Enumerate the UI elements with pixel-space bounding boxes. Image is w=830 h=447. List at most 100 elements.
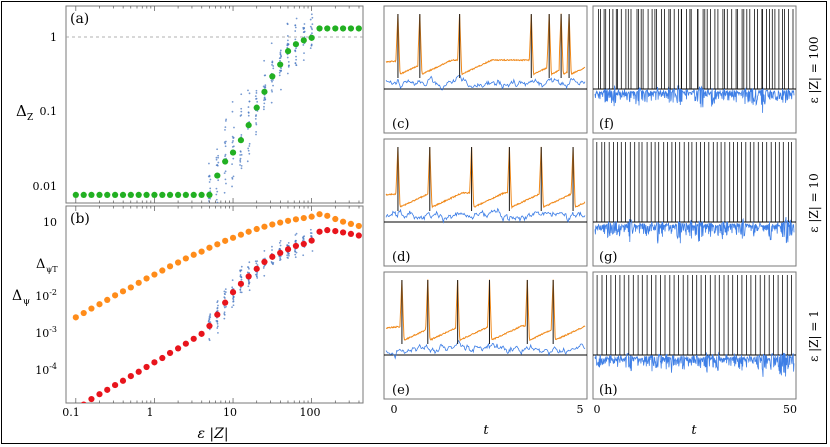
data-point <box>355 232 362 239</box>
scatter-sample-point <box>248 261 251 264</box>
scatter-sample-point <box>247 266 249 268</box>
data-point <box>159 354 166 362</box>
scatter-sample-point <box>209 222 211 224</box>
scatter-sample-point <box>209 197 211 200</box>
scatter-sample-point <box>264 86 267 89</box>
data-point <box>119 288 127 295</box>
data-point <box>190 251 197 258</box>
scatter-sample-point <box>231 141 234 144</box>
data-point <box>332 215 339 223</box>
scatter-sample-point <box>225 305 227 308</box>
left-xtick-5: 5 <box>577 403 584 416</box>
noise-trace <box>385 339 586 360</box>
xtick-10: 10 <box>223 406 237 419</box>
scatter-sample-point <box>295 64 298 67</box>
panel-g-tag: (g) <box>599 250 617 265</box>
scatter-sample-point <box>240 134 243 136</box>
scatter-sample-point <box>279 259 281 262</box>
data-point <box>277 219 284 226</box>
data-point <box>316 25 323 32</box>
scatter-sample-point <box>209 313 212 316</box>
scatter-sample-point <box>231 163 233 166</box>
trace-panels: (c) (d) (e) (f) (g) (h) ε |Z| = 100 ε |Z… <box>383 5 821 438</box>
scatter-sample-point <box>255 131 258 133</box>
scatter-sample-point <box>225 118 228 121</box>
data-point <box>81 401 87 403</box>
scatter-sample-point <box>295 58 298 61</box>
panel-d-frame <box>383 138 588 267</box>
panel-b-ylabel-top: Δ ψT <box>36 257 58 274</box>
panel-b-ylabel-bottom-sub: ψ <box>23 297 30 307</box>
scatter-sample-point <box>294 253 297 256</box>
scatter-sample-point <box>232 140 234 142</box>
scatter-sample-point <box>262 85 265 88</box>
panel-a-ytick-0.01: 0.01 <box>33 180 58 193</box>
scatter-sample-point <box>270 261 273 264</box>
left-xlabel: t <box>483 423 489 438</box>
data-point <box>175 191 182 198</box>
data-point <box>88 395 95 403</box>
voltage-trace <box>385 13 586 77</box>
data-point <box>300 240 307 248</box>
scatter-sample-point <box>239 164 241 166</box>
scatter-sample-point <box>301 236 304 239</box>
data-point <box>308 34 315 41</box>
panel-b-series <box>72 211 362 403</box>
data-point <box>72 314 79 321</box>
data-point <box>269 73 276 80</box>
scatter-sample-point <box>263 102 266 105</box>
scatter-sample-point <box>224 128 226 131</box>
panel-b-ylabel-top-main: Δ <box>36 257 45 272</box>
scatter-sample-point <box>209 178 212 181</box>
panel-d-tag: (d) <box>392 250 410 265</box>
data-point <box>292 41 300 48</box>
scatter-sample-point <box>271 249 273 251</box>
data-point <box>182 255 189 262</box>
scatter-sample-point <box>263 105 265 108</box>
xtick-0.1: 0.1 <box>62 406 80 419</box>
panel-e-frame <box>383 271 588 400</box>
scatter-sample-point <box>231 185 233 188</box>
data-point <box>284 48 292 55</box>
scatter-sample-point <box>247 111 250 114</box>
scatter-sample-point <box>279 57 282 59</box>
scatter-sample-point <box>239 286 242 289</box>
panel-a-frame <box>65 5 364 204</box>
scatter-sample-point <box>287 39 289 42</box>
scatter-sample-point <box>209 211 211 213</box>
scatter-sample-point <box>278 71 281 74</box>
scatter-sample-point <box>232 304 235 307</box>
scatter-sample-point <box>224 120 227 122</box>
scatter-sample-point <box>223 290 226 293</box>
scatter-sample-point <box>216 321 219 323</box>
data-point <box>88 305 95 312</box>
scatter-sample-point <box>240 265 243 268</box>
scatter-sample-point <box>240 153 243 156</box>
scatter-sample-point <box>215 193 218 196</box>
scatter-sample-point <box>216 190 219 193</box>
panel-b-ytick-10-3: 10-3 <box>35 325 57 340</box>
scatter-sample-point <box>248 281 251 284</box>
data-point <box>88 191 95 198</box>
data-point <box>237 231 245 238</box>
panel-e-tag: (e) <box>392 383 410 398</box>
data-point <box>175 259 182 266</box>
scatter-sample-point <box>232 298 235 301</box>
scatter-sample-point <box>240 276 243 279</box>
data-point <box>277 249 284 256</box>
scatter-sample-point <box>216 306 219 309</box>
left-xtick-0: 0 <box>391 403 398 416</box>
panel-b-ylabel-bottom: Δ ψ <box>12 288 30 307</box>
data-point <box>308 213 315 220</box>
scatter-sample-point <box>223 172 226 174</box>
data-point <box>214 172 221 179</box>
noise-trace <box>385 75 586 91</box>
scatter-sample-point <box>286 35 289 37</box>
scatter-sample-point <box>278 241 281 244</box>
scatter-sample-point <box>247 285 250 288</box>
scatter-sample-point <box>209 314 211 317</box>
scatter-sample-point <box>217 154 220 157</box>
scatter-sample-point <box>208 174 211 177</box>
panel-b-ylabel-top-sub: ψT <box>46 265 58 274</box>
scatter-sample-point <box>239 274 242 276</box>
